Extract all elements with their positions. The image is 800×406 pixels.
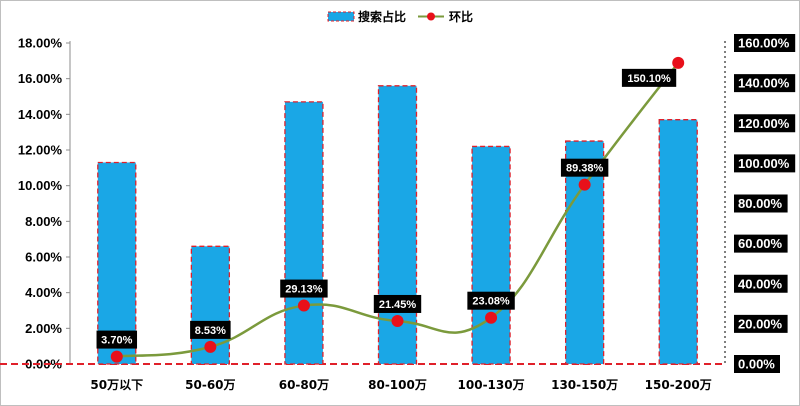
data-label-box [190,320,231,339]
data-label: 89.38% [566,163,604,175]
data-label-box [373,294,422,313]
data-label: 150.10% [627,73,671,85]
bar [284,101,324,365]
y-right-tick-label: 120.00% [738,116,790,131]
x-tick-label: 80-100万 [368,378,427,392]
data-label-box [560,158,609,177]
y-right-tick-box [734,355,780,373]
legend: 搜索占比 环比 [327,9,473,24]
line-point [391,314,404,327]
line-point [297,299,310,312]
data-label-box [96,330,138,349]
y-left-tick-label: 16.00% [18,71,63,86]
line-series [110,56,685,363]
data-label: 3.70% [101,335,132,347]
y-left-tick-label: 10.00% [18,178,63,193]
data-label: 21.45% [379,299,417,311]
data-label: 8.53% [195,325,226,337]
y-right-tick-label: 0.00% [738,357,775,372]
data-label-box [467,291,515,310]
y-left-tick-label: 18.00% [18,36,63,51]
y-right-tick-label: 20.00% [738,316,783,331]
y-left-tick-label: 14.00% [18,107,63,122]
bar [658,119,698,365]
data-label-box [621,68,677,87]
bar [471,145,511,365]
data-labels: 3.70% 8.53% 29.13% 21.45% 23.08% 89.38% 150.10… [96,68,677,349]
line-point [578,178,591,191]
x-tick-label: 50万以下 [90,378,143,392]
x-tick-label: 60-80万 [279,378,329,392]
y-right-tick-label: 160.00% [738,36,790,51]
line-point [485,311,498,324]
x-tick-label: 150-200万 [645,378,712,392]
line-point [110,350,123,363]
y-left-tick-label: 4.00% [25,285,62,300]
y-right-tick-box [734,154,796,173]
y-right-tick-box [734,34,796,52]
y-right-tick-box [734,234,788,253]
data-label: 23.08% [472,296,510,308]
data-label: 29.13% [285,284,323,296]
y-right-tick-box [734,114,796,133]
legend-line-marker [427,12,435,21]
y-right-tick-label: 140.00% [738,76,790,91]
y-right-tick-label: 100.00% [738,156,790,171]
y-right-tick-box [734,194,788,213]
y-left-tick-label: 6.00% [25,250,62,265]
y-left-tick-label: 8.00% [25,214,62,229]
bar-series [97,85,698,365]
x-tick-label: 50-60万 [185,378,235,392]
y-right-tick-label: 40.00% [738,276,783,291]
y-right-tick-label: 60.00% [738,236,783,251]
legend-bar-swatch [327,11,355,22]
legend-line-label: 环比 [449,9,473,24]
y-right-tick-box [734,274,788,293]
data-label-box [280,279,328,298]
x-tick-label: 100-130万 [458,378,525,392]
x-tick-label: 130-150万 [551,378,618,392]
y-left-tick-label: 0.00% [25,357,62,372]
y-left-tick-label: 2.00% [25,321,62,336]
y-right-tick-box [734,314,788,333]
legend-bar-label: 搜索占比 [358,9,406,24]
bar [97,161,137,365]
line-point [672,56,685,69]
y-right-tick-box [734,74,796,93]
y-left-tick-label: 12.00% [18,143,63,158]
axes: 0.00% 2.00% 4.00% 6.00% 8.00% 10.00% 12.00% 14.… [0,34,796,392]
y-right-tick-label: 80.00% [738,196,783,211]
bar [564,140,605,365]
line-point [204,340,217,353]
